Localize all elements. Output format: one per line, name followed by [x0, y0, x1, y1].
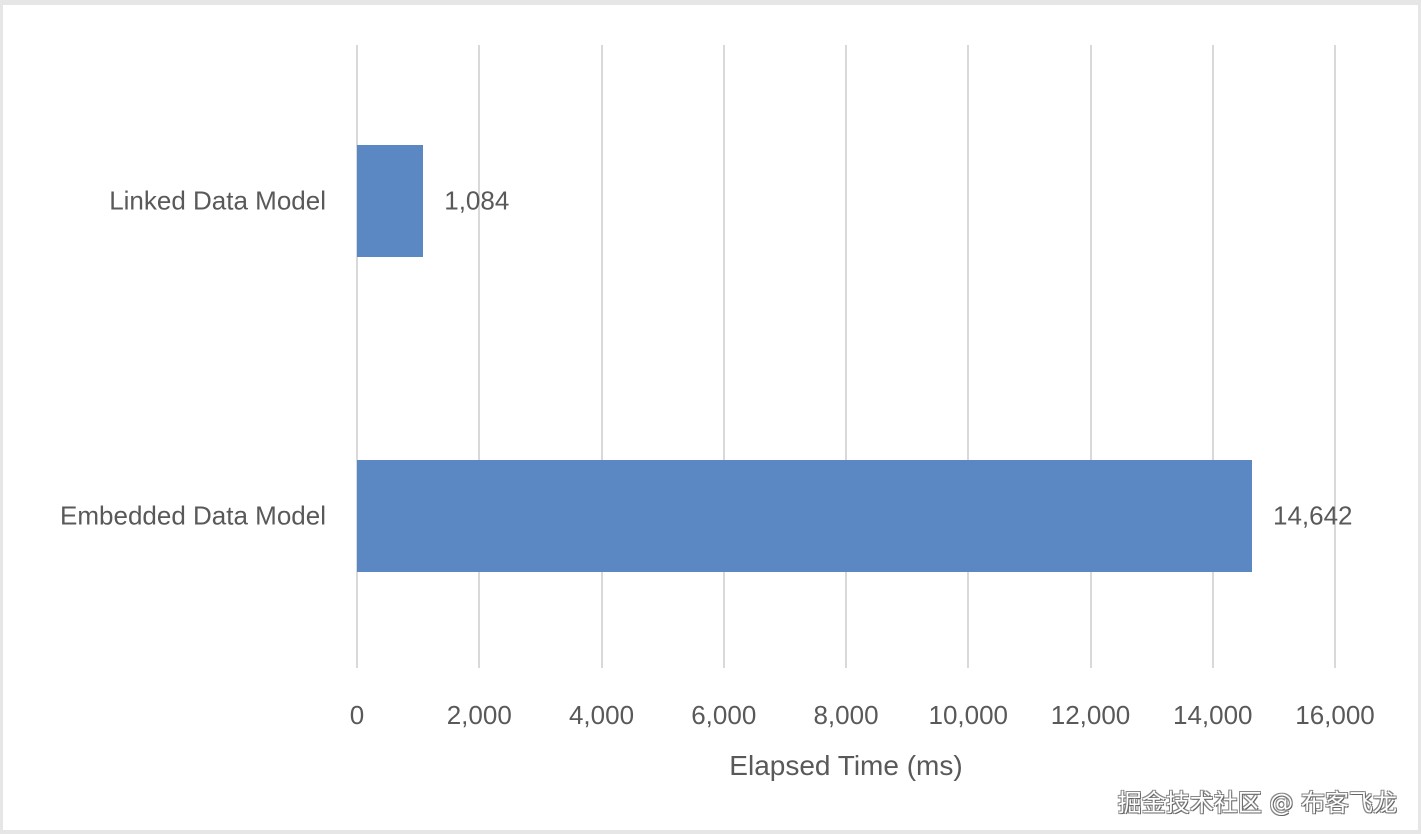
gridline [600, 45, 603, 668]
gridline [845, 45, 847, 668]
gridline [1211, 45, 1214, 668]
x-tick-label: 12,000 [1050, 700, 1131, 730]
x-tick-label: 4,000 [568, 700, 635, 730]
x-axis-label: Elapsed Time (ms) [729, 750, 963, 781]
gridline [356, 45, 358, 668]
x-tick-label: 8,000 [813, 700, 879, 730]
gridline [478, 45, 481, 668]
gridline [967, 45, 970, 668]
value-label: 14,642 [1272, 500, 1353, 531]
category-label: Linked Data Model [109, 185, 326, 216]
gridline [722, 45, 725, 668]
plot-area [356, 45, 1336, 668]
gridline [1334, 45, 1336, 668]
gridline [1089, 45, 1092, 668]
category-label: Embedded Data Model [60, 500, 326, 531]
watermark: 掘金技术社区 @ 布客飞龙 [1117, 789, 1397, 817]
chart-frame [3, 5, 1418, 830]
x-tick-label: 6,000 [691, 700, 757, 730]
x-tick-label: 2,000 [446, 700, 512, 730]
x-tick-label: 10,000 [928, 700, 1009, 730]
x-tick-label: 0 [349, 700, 365, 730]
x-tick-label: 14,000 [1172, 700, 1253, 730]
x-tick-label: 16,000 [1295, 700, 1375, 730]
bar [357, 460, 1252, 572]
value-label: 1,084 [444, 185, 510, 216]
bar [357, 145, 424, 257]
